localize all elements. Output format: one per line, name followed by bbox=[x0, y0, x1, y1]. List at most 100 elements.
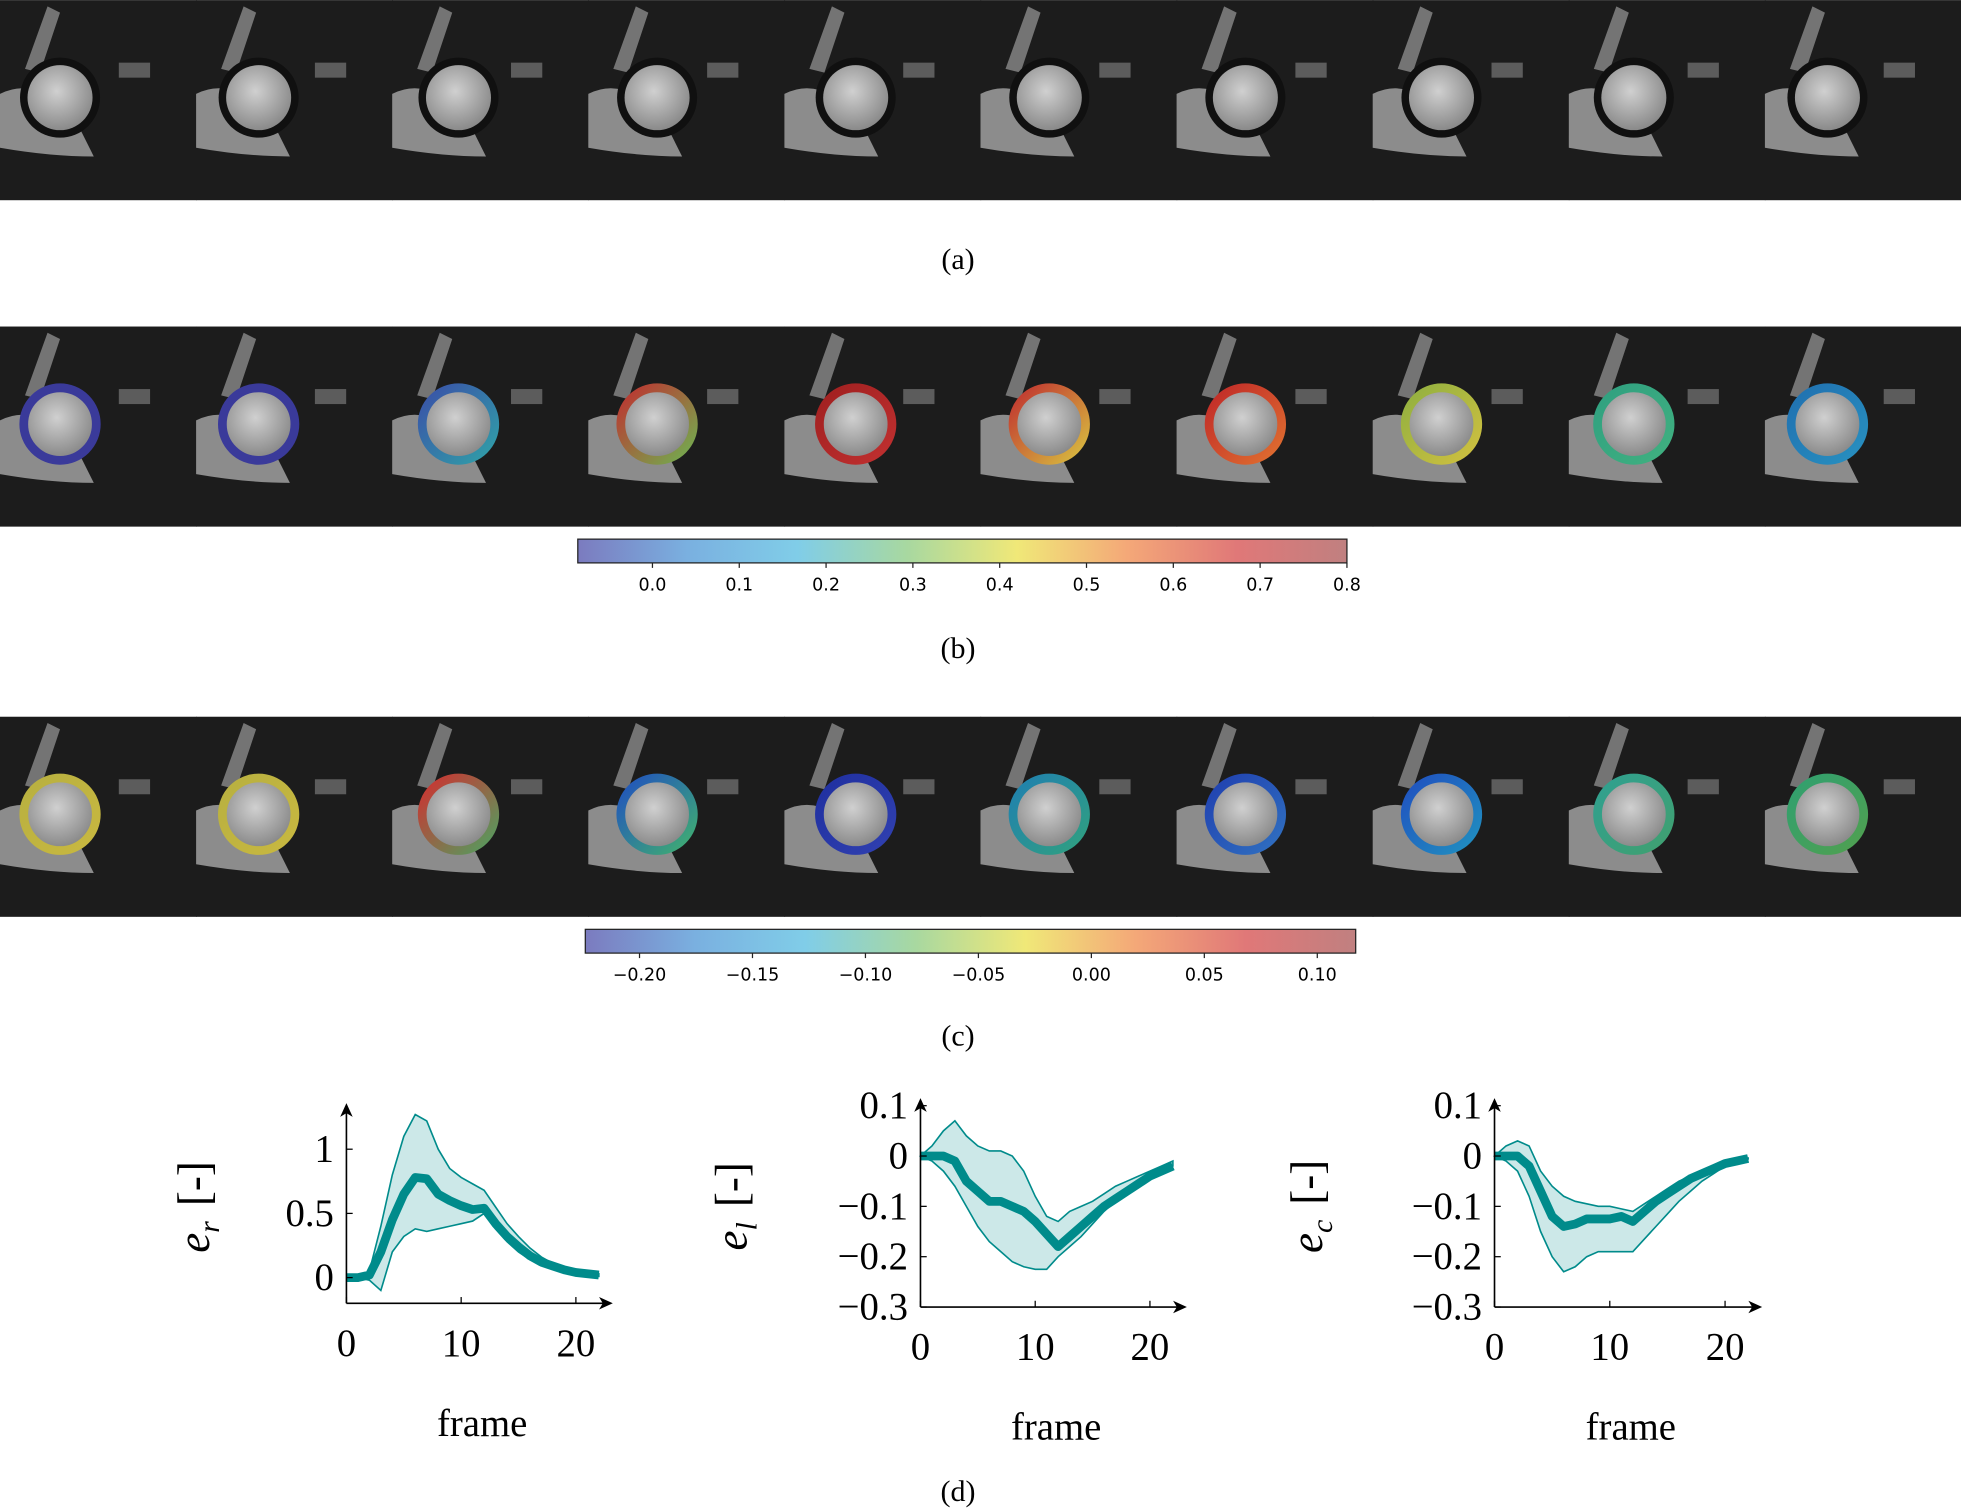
mri-frame bbox=[980, 326, 1178, 527]
y-label-subscript: c bbox=[1306, 1220, 1339, 1233]
y-tick-label: −0.1 bbox=[1412, 1185, 1482, 1228]
mri-vessel bbox=[1397, 6, 1433, 73]
mri-frame bbox=[196, 0, 393, 201]
colorbar-tick-label: −0.05 bbox=[952, 966, 1006, 986]
mri-frame bbox=[588, 716, 786, 917]
colorbar-tick-label: 0.2 bbox=[812, 575, 840, 595]
mean-line bbox=[1494, 1151, 1750, 1231]
mri-blood-pool bbox=[226, 781, 292, 847]
y-label-subscript: r bbox=[193, 1221, 226, 1233]
mri-vessel bbox=[25, 722, 61, 790]
y-tick-label: 0 bbox=[315, 1256, 334, 1299]
mri-blood-pool bbox=[1212, 65, 1278, 131]
mri-blood-pool bbox=[1794, 391, 1860, 457]
colorbar-tick-label: 0.1 bbox=[725, 575, 753, 595]
mri-body bbox=[903, 779, 935, 795]
mri-vessel bbox=[613, 722, 649, 790]
mri-vessel bbox=[1789, 332, 1825, 400]
strain-ring bbox=[616, 383, 698, 465]
mri-frame bbox=[0, 326, 197, 527]
x-axis-arrow bbox=[1173, 1300, 1187, 1314]
mri-frame bbox=[1176, 326, 1374, 527]
mri-blood-pool bbox=[1794, 65, 1860, 131]
mri-frame bbox=[980, 0, 1178, 201]
x-tick-label: 10 bbox=[442, 1322, 481, 1365]
y-tick-label: −0.3 bbox=[1412, 1286, 1482, 1329]
strain-ring bbox=[1400, 383, 1483, 465]
mri-blood-pool bbox=[1016, 65, 1082, 131]
mri-frame bbox=[392, 326, 589, 527]
y-label-symbol: e bbox=[169, 1233, 219, 1253]
colorbar-tick-label: 0.4 bbox=[986, 575, 1014, 595]
colorbar-tick-label: 0.8 bbox=[1333, 575, 1361, 595]
mri-blood-pool bbox=[425, 781, 492, 847]
mri-body bbox=[707, 62, 739, 78]
mri-frame bbox=[1372, 0, 1570, 201]
mri-body bbox=[1491, 779, 1523, 795]
caption: (d) bbox=[940, 1475, 975, 1508]
mri-body bbox=[314, 779, 347, 795]
mri-vessel bbox=[221, 6, 257, 73]
mri-body bbox=[511, 62, 543, 78]
y-tick-label: −0.3 bbox=[838, 1286, 908, 1329]
mri-body bbox=[511, 389, 543, 405]
mri-blood-pool bbox=[27, 781, 93, 847]
strain-ring bbox=[1008, 383, 1090, 465]
caption: (a) bbox=[941, 243, 974, 276]
colorbar-tick-label: −0.10 bbox=[839, 966, 893, 986]
mri-vessel bbox=[221, 722, 257, 790]
mri-blood-pool bbox=[27, 65, 93, 131]
mri-body bbox=[1295, 779, 1327, 795]
mri-blood-pool bbox=[823, 391, 889, 457]
x-axis-arrow bbox=[1748, 1300, 1763, 1314]
y-label-subscript: l bbox=[731, 1222, 764, 1230]
y-tick-label: 0.1 bbox=[860, 1084, 908, 1127]
mri-frame bbox=[1372, 716, 1570, 917]
mri-blood-pool bbox=[226, 65, 292, 131]
y-axis-arrow bbox=[340, 1103, 353, 1117]
mri-vessel bbox=[809, 6, 845, 73]
mri-vessel bbox=[1397, 332, 1433, 400]
mri-frame bbox=[1568, 326, 1766, 527]
y-tick-label: −0.2 bbox=[838, 1235, 908, 1278]
mri-vessel bbox=[221, 332, 257, 400]
mri-blood-pool bbox=[1408, 65, 1475, 131]
mri-vessel bbox=[25, 6, 61, 73]
mri-body bbox=[1687, 62, 1719, 78]
y-label-symbol: e bbox=[707, 1231, 757, 1251]
mri-frame bbox=[1764, 326, 1961, 527]
mri-vessel bbox=[417, 332, 453, 400]
strain-ring bbox=[217, 773, 300, 855]
mri-vessel bbox=[417, 6, 453, 73]
y-tick-label: −0.2 bbox=[1412, 1235, 1482, 1278]
strain-ring bbox=[1204, 383, 1287, 465]
mri-body bbox=[1687, 389, 1719, 405]
x-tick-label: 0 bbox=[1485, 1326, 1504, 1369]
mri-vessel bbox=[1593, 722, 1629, 790]
mri-frame bbox=[588, 326, 786, 527]
mri-blood-pool bbox=[425, 65, 492, 131]
mri-body bbox=[1099, 389, 1131, 405]
mri-frame bbox=[0, 0, 197, 201]
mri-body bbox=[1883, 779, 1915, 795]
mri-blood-pool bbox=[1601, 65, 1667, 131]
mri-frame bbox=[588, 0, 786, 201]
y-tick-label: 0.1 bbox=[1434, 1084, 1482, 1127]
strain-ring bbox=[417, 383, 500, 465]
mri-blood-pool bbox=[1408, 391, 1475, 457]
y-tick-label: 0 bbox=[1463, 1135, 1482, 1178]
x-axis-arrow bbox=[599, 1297, 613, 1310]
mri-body bbox=[903, 389, 935, 405]
mri-body bbox=[1099, 62, 1131, 78]
mri-frame bbox=[1764, 716, 1961, 917]
mri-vessel bbox=[1593, 6, 1629, 73]
mri-vessel bbox=[1593, 332, 1629, 400]
mri-body bbox=[1491, 389, 1523, 405]
y-label-symbol: e bbox=[1282, 1233, 1332, 1253]
mri-vessel bbox=[1201, 332, 1237, 400]
strain-ring bbox=[19, 383, 101, 465]
mri-body bbox=[1883, 62, 1915, 78]
mri-blood-pool bbox=[1408, 781, 1475, 847]
